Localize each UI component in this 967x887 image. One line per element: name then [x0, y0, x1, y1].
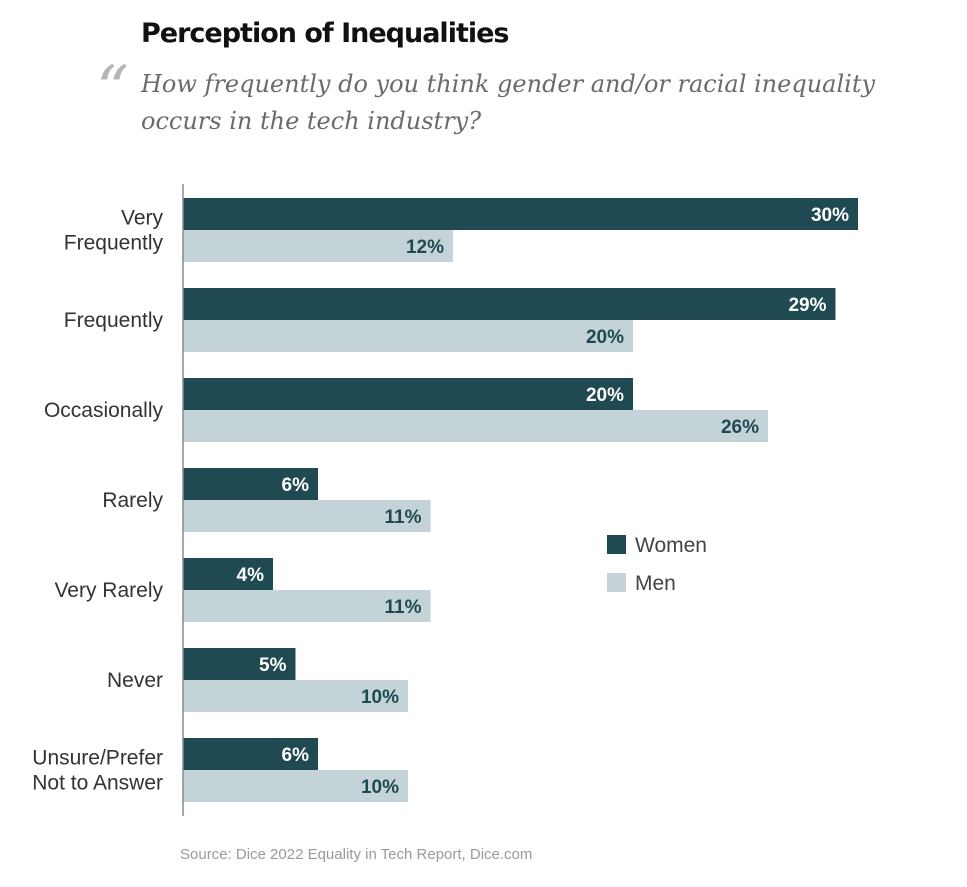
legend: Women Men — [607, 534, 707, 595]
legend-label-men: Men — [635, 572, 676, 595]
data-label-men-5: 10% — [361, 687, 399, 708]
bar-men-0 — [183, 230, 453, 262]
category-label-4: Very Rarely — [54, 579, 163, 602]
bar-men-6 — [183, 770, 408, 802]
data-label-men-2: 26% — [721, 417, 759, 438]
bar-women-6 — [183, 738, 318, 770]
data-label-women-2: 20% — [586, 385, 624, 406]
data-label-men-4: 11% — [385, 597, 422, 618]
data-label-women-0: 30% — [811, 205, 849, 226]
bar-women-3 — [183, 468, 318, 500]
data-label-women-3: 6% — [282, 475, 310, 496]
bar-men-1 — [183, 320, 633, 352]
bar-women-1 — [183, 288, 836, 320]
category-label-2: Occasionally — [44, 399, 164, 422]
data-label-men-1: 20% — [586, 327, 624, 348]
data-label-women-1: 29% — [788, 295, 826, 316]
category-label-1: Frequently — [64, 309, 164, 332]
category-labels: Very Frequently Frequently Occasionally Rare… — [32, 207, 163, 795]
bar-women-5 — [183, 648, 296, 680]
bars-layer: 30% 12% 29% 20% 20% 26% 6% 11% 4% 11% 5% 10% 6% 10% — [183, 198, 858, 802]
bar-men-2 — [183, 410, 768, 442]
data-label-women-5: 5% — [259, 655, 287, 676]
bar-men-4 — [183, 590, 431, 622]
bar-women-2 — [183, 378, 633, 410]
source-note: Source: Dice 2022 Equality in Tech Repor… — [180, 846, 533, 863]
bar-women-4 — [183, 558, 273, 590]
chart-title: Perception of Inequalities — [141, 18, 509, 49]
legend-swatch-women — [607, 535, 626, 554]
legend-swatch-men — [607, 573, 626, 592]
bar-women-0 — [183, 198, 858, 230]
category-label-3: Rarely — [102, 489, 163, 512]
bar-men-5 — [183, 680, 408, 712]
data-label-women-4: 4% — [237, 565, 265, 586]
category-label-6: Unsure/Prefer Not to Answer — [32, 747, 163, 795]
data-label-women-6: 6% — [282, 745, 310, 766]
quote-mark-icon: “ — [96, 53, 129, 127]
data-label-men-6: 10% — [361, 777, 399, 798]
data-label-men-0: 12% — [406, 237, 444, 258]
category-label-5: Never — [107, 669, 163, 692]
data-label-men-3: 11% — [385, 507, 422, 528]
bar-men-3 — [183, 500, 431, 532]
survey-question: How frequently do you think gender and/o… — [141, 70, 876, 135]
legend-label-women: Women — [635, 534, 707, 557]
category-label-0: Very Frequently — [64, 207, 164, 255]
